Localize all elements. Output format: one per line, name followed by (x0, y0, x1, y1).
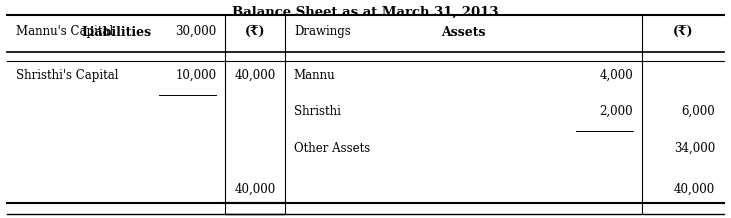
Text: Other Assets: Other Assets (294, 142, 370, 155)
Text: Mannu's Capital: Mannu's Capital (16, 25, 113, 38)
Text: 10,000: 10,000 (175, 69, 216, 82)
Text: 40,000: 40,000 (235, 183, 276, 196)
Text: 30,000: 30,000 (175, 25, 216, 38)
Text: 2,000: 2,000 (599, 105, 633, 118)
Text: (₹): (₹) (245, 26, 265, 39)
Text: Liabilities: Liabilities (81, 26, 151, 39)
Text: 4,000: 4,000 (599, 69, 633, 82)
Text: Drawings: Drawings (294, 25, 351, 38)
Text: 40,000: 40,000 (674, 183, 715, 196)
Text: (₹): (₹) (673, 26, 693, 39)
Text: Mannu: Mannu (294, 69, 336, 82)
Text: Balance Sheet as at March 31, 2013: Balance Sheet as at March 31, 2013 (232, 5, 499, 19)
Text: 40,000: 40,000 (235, 69, 276, 82)
Text: Shristhi's Capital: Shristhi's Capital (16, 69, 118, 82)
Text: Assets: Assets (442, 26, 485, 39)
Text: Shristhi: Shristhi (294, 105, 341, 118)
Text: 6,000: 6,000 (681, 105, 715, 118)
Text: 34,000: 34,000 (674, 142, 715, 155)
